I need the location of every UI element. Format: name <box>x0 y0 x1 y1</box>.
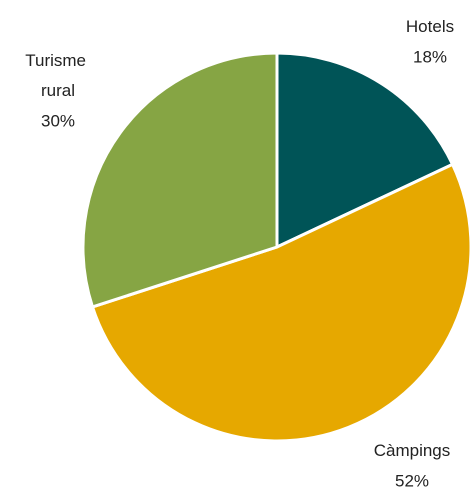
pie-slice <box>81 51 279 309</box>
slice-value-label: 52% <box>395 471 429 490</box>
slice-label: Turisme rural <box>25 51 91 100</box>
slice-value-label: 30% <box>41 111 75 130</box>
slice-label: Hotels <box>406 17 454 36</box>
slice-label: Càmpings <box>374 441 451 460</box>
pie-slice <box>275 51 455 249</box>
slice-value-label: 18% <box>413 47 447 66</box>
pie-slice <box>90 162 470 443</box>
